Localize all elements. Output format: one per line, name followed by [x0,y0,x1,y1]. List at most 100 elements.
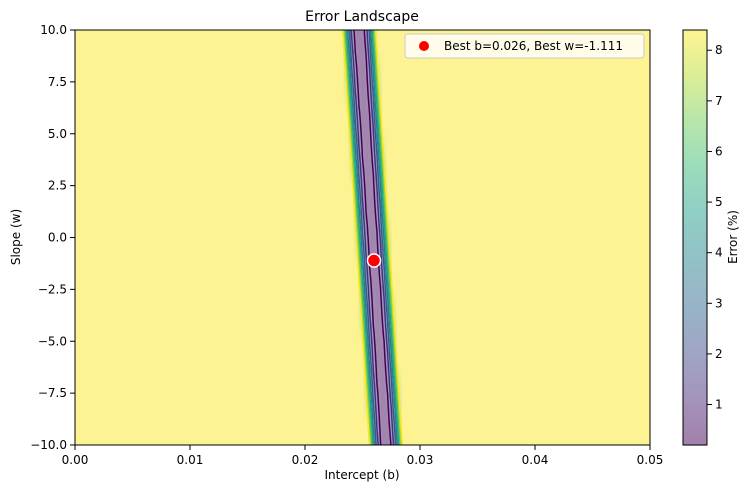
colorbar-band [683,123,707,128]
x-tick-label: 0.04 [522,453,549,467]
contour-line [346,30,399,445]
colorbar-band [683,348,707,353]
colorbar-tick-label: 4 [715,246,723,260]
colorbar-band [683,175,707,180]
colorbar-band [683,251,707,256]
colorbar-band [683,209,707,214]
colorbar-band [683,372,707,377]
colorbar-band [683,420,707,425]
colorbar-band [683,74,707,80]
colorbar-band [683,351,707,356]
colorbar-band [683,68,707,73]
colorbar-band [683,400,707,405]
colorbar-band [683,282,707,287]
colorbar-band [683,268,707,273]
colorbar-band [683,275,707,280]
colorbar-band [683,323,707,329]
colorbar-band [683,126,707,131]
colorbar-band [683,30,707,35]
colorbar-band [683,389,707,394]
colorbar-band [683,362,707,367]
colorbar-band [683,40,707,45]
colorbar-band [683,147,707,152]
colorbar-band [683,113,707,118]
colorbar-band [683,237,707,242]
colorbar-band [683,92,707,97]
colorbar-band [683,164,707,169]
colorbar-band [683,296,707,301]
colorbar-band [683,303,707,308]
colorbar-band [683,130,707,135]
colorbar-band [683,227,707,232]
colorbar-band [683,406,707,412]
colorbar-band [683,344,707,349]
y-axis-title: Slope (w) [9,209,23,265]
colorbar-band [683,99,707,104]
colorbar-band [683,213,707,218]
x-tick-label: 0.00 [62,453,89,467]
colorbar-band [683,182,707,187]
colorbar-band [683,119,707,124]
y-tick-label: 10.0 [40,23,67,37]
colorbar-tick-label: 5 [715,195,723,209]
colorbar-band [683,393,707,398]
colorbar-band [683,254,707,259]
colorbar-band [683,189,707,194]
y-tick-label: 7.5 [48,75,67,89]
colorbar-band [683,133,707,138]
colorbar-band [683,403,707,408]
colorbar-band [683,137,707,142]
contour-line [348,30,397,445]
colorbar-band [683,368,707,373]
contour-lines [341,30,404,445]
colorbar-band [683,47,707,52]
colorbar-band [683,185,707,190]
colorbar-band [683,106,707,111]
colorbar-band [683,292,707,297]
colorbar-band [683,81,707,86]
colorbar-band [683,206,707,211]
y-tick-label: −5.0 [38,334,67,348]
colorbar-band [683,247,707,252]
colorbar-band [683,144,707,149]
colorbar: 1 2 3 4 5 6 7 8 [682,29,723,446]
best-point-marker [366,253,382,268]
colorbar-band [683,365,707,370]
colorbar-band [683,258,707,263]
colorbar-band [683,85,707,90]
colorbar-tick-label: 1 [715,398,723,412]
colorbar-band [683,272,707,277]
colorbar-band [683,341,707,346]
colorbar-band [683,78,707,83]
colorbar-band [683,50,707,55]
colorbar-band [683,157,707,163]
colorbar-band [683,358,707,363]
colorbar-tick-label: 3 [715,296,723,310]
colorbar-band [683,234,707,239]
colorbar-label: Error (%) [726,210,740,264]
colorbar-band [683,161,707,166]
colorbar-band [683,375,707,380]
y-tick-label: 5.0 [48,127,67,141]
colorbar-band [683,313,707,318]
y-axis: 10.0 7.5 5.0 2.5 0.0 −2.5 −5.0 −7.5 −10.0 [30,23,75,452]
colorbar-band [683,285,707,290]
colorbar-band [683,54,707,59]
colorbar-band [683,410,707,415]
colorbar-band [683,306,707,311]
legend: Best b=0.026, Best w=-1.111 [404,33,645,59]
colorbar-band [683,330,707,335]
colorbar-band [683,244,707,249]
colorbar-band [683,109,707,114]
x-tick-label: 0.01 [177,453,204,467]
colorbar-band [683,382,707,387]
colorbar-band [683,61,707,66]
colorbar-band [683,220,707,225]
colorbar-band [683,261,707,266]
colorbar-band [683,168,707,173]
contour-line [345,30,400,445]
y-tick-label: −10.0 [30,438,67,452]
colorbar-band [683,379,707,384]
colorbar-band [683,71,707,76]
